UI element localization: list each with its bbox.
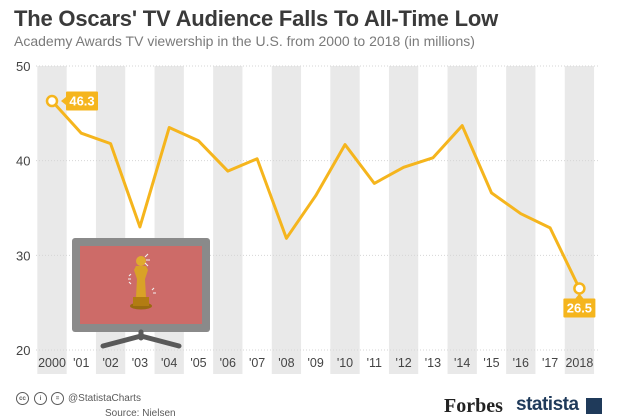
x-tick-label: 2018 — [565, 356, 593, 370]
y-tick-label: 40 — [16, 154, 30, 169]
x-tick-label: '15 — [483, 356, 499, 370]
data-label: 46.3 — [69, 94, 94, 109]
x-tick-label: '02 — [102, 356, 118, 370]
x-tick-label: '10 — [337, 356, 353, 370]
x-tick-label: '09 — [308, 356, 324, 370]
x-tick-label: '05 — [190, 356, 206, 370]
statista-logo: statista — [516, 394, 579, 415]
y-tick-label: 30 — [16, 248, 30, 263]
annotation-label-bg — [563, 298, 596, 318]
statista-mark-icon — [586, 398, 602, 414]
annotation-label-bg — [66, 91, 98, 111]
source-note: Source: Nielsen — [105, 408, 176, 419]
footer-credits: cc i = @StatistaCharts Source: Nielsen — [16, 392, 176, 419]
x-tick-label: '08 — [278, 356, 294, 370]
column-band-8 — [271, 66, 302, 374]
annotation-pointer — [61, 97, 66, 106]
x-tick-label: '17 — [542, 356, 558, 370]
x-tick-label: '14 — [454, 356, 470, 370]
x-tick-label: '03 — [132, 356, 148, 370]
x-tick-label: 2000 — [38, 356, 66, 370]
x-tick-label: '13 — [425, 356, 441, 370]
attribution-icon: i — [34, 392, 47, 405]
column-band-10 — [330, 66, 360, 374]
column-band-0 — [37, 66, 67, 374]
series-line — [50, 99, 581, 290]
value-annotations: 46.3 26.5 — [45, 91, 596, 318]
chart-title: The Oscars' TV Audience Falls To All-Tim… — [14, 6, 499, 31]
no-derivatives-icon: = — [51, 392, 64, 405]
y-tick-label: 50 — [16, 59, 30, 74]
y-tick-label: 20 — [16, 343, 30, 358]
x-tick-label: '04 — [161, 356, 177, 370]
x-tick-label: '11 — [367, 356, 382, 370]
data-point-marker — [573, 282, 586, 295]
column-band-6 — [213, 66, 243, 374]
column-band-18 — [564, 66, 595, 374]
series-line-group — [50, 99, 581, 290]
data-label: 26.5 — [567, 300, 592, 315]
x-axis-ticks: 2000 '01 '02 '03 '04 '05 '06 '07 '08 '09 '10 '11 '12… — [38, 356, 593, 370]
column-band-12 — [388, 66, 419, 374]
y-axis-ticks: 20 30 40 50 — [16, 59, 30, 358]
x-tick-label: '07 — [249, 356, 265, 370]
forbes-logo: Forbes — [444, 395, 503, 417]
creative-commons-icon: cc — [16, 392, 29, 405]
tv-with-oscar-statuette-icon — [72, 238, 210, 349]
x-tick-label: '16 — [513, 356, 529, 370]
statista-handle: @StatistaCharts — [68, 393, 141, 404]
column-band-14 — [447, 66, 477, 374]
data-point-marker — [45, 94, 59, 108]
chart-subtitle: Academy Awards TV viewership in the U.S.… — [14, 33, 475, 49]
x-tick-label: '01 — [73, 356, 89, 370]
annotation-pointer — [575, 293, 584, 299]
x-tick-label: '06 — [220, 356, 236, 370]
x-tick-label: '12 — [395, 356, 411, 370]
